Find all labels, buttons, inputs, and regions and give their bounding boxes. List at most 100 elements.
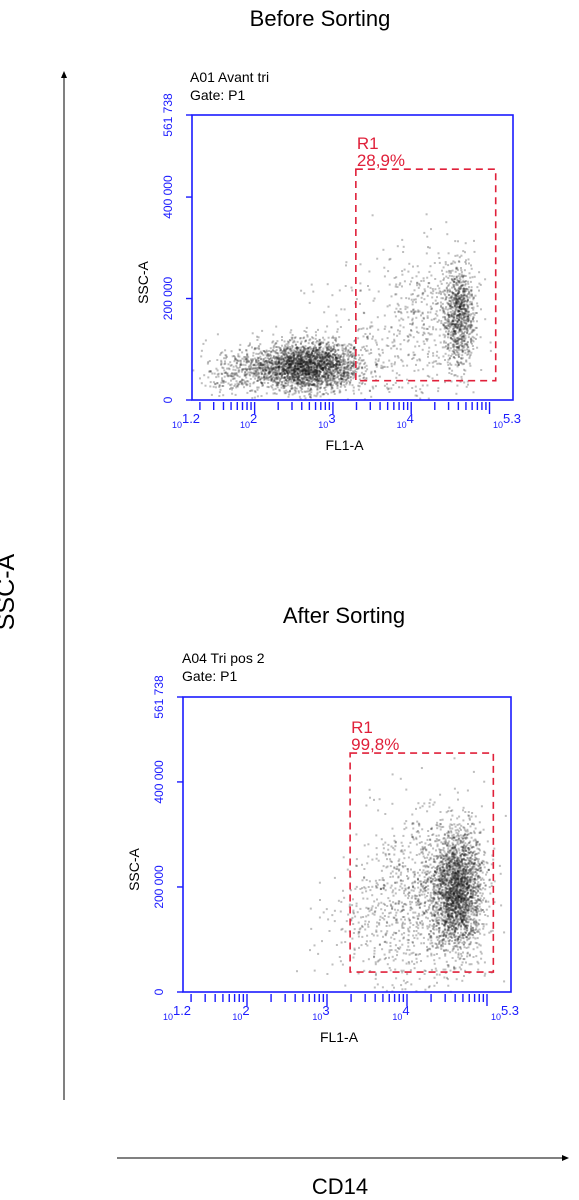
data-point (463, 344, 466, 347)
data-point (264, 362, 266, 365)
data-point (436, 284, 439, 287)
data-point (326, 370, 329, 373)
data-point (464, 343, 466, 346)
data-point (379, 354, 382, 357)
data-point (348, 372, 350, 375)
data-point (314, 355, 317, 358)
data-point (321, 351, 324, 354)
data-point (462, 319, 465, 322)
data-point (300, 360, 303, 363)
data-point (309, 346, 312, 349)
data-point (221, 373, 224, 375)
data-point (452, 285, 455, 288)
data-point (288, 393, 291, 396)
data-point (307, 380, 310, 382)
data-point (325, 352, 328, 354)
data-point (450, 323, 453, 326)
data-point (498, 864, 501, 867)
data-point (256, 363, 259, 366)
data-point (334, 368, 337, 371)
data-point (318, 370, 321, 373)
data-point (290, 358, 293, 361)
data-point (322, 367, 325, 370)
data-point (461, 324, 464, 327)
data-point (291, 353, 294, 355)
data-point (457, 311, 460, 314)
data-point (346, 366, 349, 369)
data-point (294, 382, 297, 385)
data-point (328, 356, 331, 359)
data-point (297, 367, 300, 370)
data-point (338, 366, 341, 369)
data-point (329, 363, 332, 366)
data-point (330, 364, 333, 367)
data-point (399, 308, 402, 310)
data-point (332, 356, 335, 359)
data-point (455, 275, 458, 278)
data-point (259, 343, 262, 346)
data-point (451, 292, 454, 295)
data-point (239, 361, 242, 364)
data-point (376, 316, 379, 319)
data-point (464, 280, 467, 283)
data-point (452, 283, 455, 286)
data-point (259, 355, 262, 358)
data-point (457, 363, 460, 366)
data-point (253, 357, 256, 360)
data-point (335, 366, 338, 369)
data-point (333, 369, 336, 372)
data-point (237, 367, 240, 370)
data-point (332, 377, 334, 380)
data-point (455, 346, 458, 348)
data-point (462, 298, 465, 300)
data-point (323, 375, 326, 378)
data-point (285, 378, 288, 381)
data-point (274, 342, 277, 345)
data-point (453, 338, 456, 341)
data-point (325, 366, 327, 369)
data-point (287, 355, 290, 358)
data-point (311, 350, 314, 352)
data-point (316, 373, 318, 375)
data-point (442, 311, 445, 314)
data-point (321, 368, 324, 371)
data-point (458, 313, 460, 316)
data-point (455, 277, 458, 280)
data-point (278, 359, 281, 362)
data-point (318, 343, 321, 345)
data-point (414, 385, 417, 388)
data-point (450, 363, 453, 366)
data-point (274, 356, 277, 359)
data-point (452, 356, 455, 359)
data-point (297, 360, 300, 363)
data-point (442, 308, 445, 311)
data-point (289, 357, 292, 360)
data-point (464, 326, 466, 329)
data-point (295, 374, 298, 377)
data-point (423, 288, 426, 291)
data-point (295, 372, 298, 375)
data-point (338, 336, 341, 339)
data-point (234, 393, 237, 396)
data-point (288, 377, 291, 380)
data-point (458, 305, 461, 308)
data-point (452, 333, 455, 336)
data-point (401, 273, 404, 276)
data-point (271, 368, 273, 371)
data-point (339, 355, 342, 358)
data-point (321, 369, 324, 371)
data-point (300, 366, 303, 369)
data-point (480, 308, 482, 311)
data-point (220, 363, 223, 366)
data-point (265, 359, 268, 362)
data-point (312, 355, 315, 357)
data-point (297, 367, 300, 370)
data-point (329, 355, 332, 357)
data-point (454, 297, 457, 300)
data-point (298, 369, 301, 372)
data-point (281, 366, 284, 368)
data-point (317, 364, 319, 367)
data-point (468, 324, 471, 327)
data-point (255, 358, 258, 361)
data-point (316, 372, 319, 375)
